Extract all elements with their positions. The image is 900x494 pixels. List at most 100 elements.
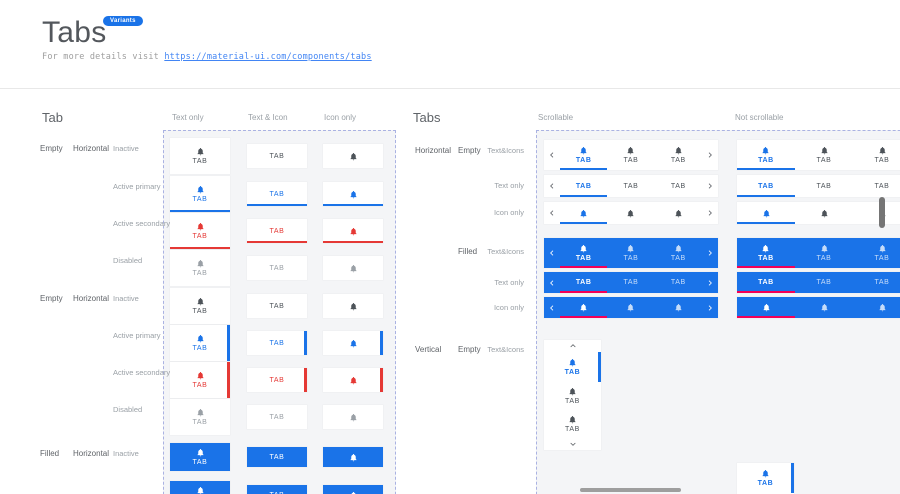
chevron-right-icon[interactable]: [706, 279, 714, 287]
tab-cell-icon[interactable]: [323, 447, 383, 467]
scroll-right-button[interactable]: [702, 175, 718, 197]
tab-item[interactable]: TAB: [737, 140, 795, 170]
tab-item[interactable]: TAB: [607, 140, 654, 170]
tab-cell-both[interactable]: TAB: [170, 325, 230, 361]
chevron-right-icon[interactable]: [706, 182, 714, 190]
vertical-scrollbar-thumb[interactable]: [879, 197, 885, 228]
scroll-right-button[interactable]: [702, 272, 718, 293]
tab-cell-both[interactable]: TAB: [170, 362, 230, 398]
tab-item[interactable]: [607, 297, 654, 318]
tab-item[interactable]: [853, 297, 900, 318]
tab-item[interactable]: [655, 297, 702, 318]
tab-item[interactable]: TAB: [607, 175, 654, 197]
tab-item[interactable]: TAB: [544, 382, 601, 410]
tab-cell-both[interactable]: TAB: [170, 250, 230, 286]
tab-item[interactable]: TAB: [795, 175, 853, 197]
tab-item[interactable]: TAB: [560, 175, 608, 197]
tab-item[interactable]: TAB: [737, 272, 795, 293]
tab-cell-both[interactable]: TAB: [170, 399, 230, 435]
tab-cell-text[interactable]: TAB: [247, 331, 307, 355]
chevron-right-icon[interactable]: [706, 151, 714, 159]
scroll-right-button[interactable]: [702, 297, 718, 318]
tab-cell-text[interactable]: TAB: [247, 144, 307, 168]
tab-item[interactable]: TAB: [560, 238, 608, 268]
chevron-left-icon[interactable]: [548, 209, 556, 217]
tab-cell-icon[interactable]: [323, 294, 383, 318]
tab-item[interactable]: TAB: [544, 410, 601, 438]
tab-cell-both[interactable]: TAB: [170, 481, 230, 494]
tab-cell-icon[interactable]: [323, 182, 383, 206]
scroll-right-button[interactable]: [702, 202, 718, 224]
chevron-left-icon[interactable]: [548, 182, 556, 190]
tab-item[interactable]: TAB: [853, 140, 900, 170]
chevron-right-icon[interactable]: [706, 304, 714, 312]
scroll-left-button[interactable]: [544, 238, 560, 268]
tab-cell-text[interactable]: TAB: [247, 182, 307, 206]
tab-item[interactable]: TAB: [795, 238, 853, 268]
scroll-left-button[interactable]: [544, 140, 560, 170]
chevron-right-icon[interactable]: [706, 249, 714, 257]
scroll-up-button[interactable]: [544, 340, 601, 352]
tab-cell-icon[interactable]: [323, 144, 383, 168]
tab-cell-text[interactable]: TAB: [247, 219, 307, 243]
tab-item[interactable]: [853, 202, 900, 224]
tab-item[interactable]: TAB: [607, 238, 654, 268]
chevron-left-icon[interactable]: [548, 279, 556, 287]
chevron-down-icon[interactable]: [569, 440, 577, 448]
chevron-up-icon[interactable]: [569, 342, 577, 350]
tab-item[interactable]: TAB: [853, 238, 900, 268]
tab-cell-icon[interactable]: [323, 331, 383, 355]
tab-item[interactable]: TAB: [737, 463, 794, 493]
tab-cell-icon[interactable]: [323, 256, 383, 280]
chevron-left-icon[interactable]: [548, 249, 556, 257]
tab-cell-both[interactable]: TAB: [170, 288, 230, 324]
tab-item[interactable]: [737, 297, 795, 318]
tab-item[interactable]: TAB: [655, 238, 702, 268]
tab-cell-icon[interactable]: [323, 219, 383, 243]
tab-cell-both[interactable]: TAB: [170, 138, 230, 174]
tab-cell-both[interactable]: TAB: [170, 176, 230, 212]
tab-item[interactable]: TAB: [795, 272, 853, 293]
tab-cell-icon[interactable]: [323, 368, 383, 392]
tab-item[interactable]: [560, 202, 608, 224]
tab-item[interactable]: TAB: [853, 175, 900, 197]
tab-item[interactable]: TAB: [560, 140, 608, 170]
tab-item[interactable]: TAB: [655, 272, 702, 293]
tab-item[interactable]: TAB: [560, 272, 608, 293]
tab-cell-text[interactable]: TAB: [247, 294, 307, 318]
tab-item[interactable]: [795, 202, 853, 224]
tab-item[interactable]: TAB: [607, 272, 654, 293]
scroll-left-button[interactable]: [544, 297, 560, 318]
tab-cell-text[interactable]: TAB: [247, 368, 307, 392]
scroll-right-button[interactable]: [702, 140, 718, 170]
tab-item[interactable]: TAB: [737, 175, 795, 197]
scroll-left-button[interactable]: [544, 175, 560, 197]
tab-cell-text[interactable]: TAB: [247, 405, 307, 429]
chevron-left-icon[interactable]: [548, 304, 556, 312]
chevron-right-icon[interactable]: [706, 209, 714, 217]
tab-item[interactable]: [655, 202, 702, 224]
scroll-right-button[interactable]: [702, 238, 718, 268]
docs-link[interactable]: https://material-ui.com/components/tabs: [164, 52, 372, 62]
chevron-left-icon[interactable]: [548, 151, 556, 159]
tab-cell-text[interactable]: TAB: [247, 447, 307, 467]
tab-cell-icon[interactable]: [323, 485, 383, 494]
horizontal-scrollbar-thumb[interactable]: [580, 488, 681, 492]
tab-item[interactable]: [560, 297, 608, 318]
scroll-left-button[interactable]: [544, 272, 560, 293]
tab-item[interactable]: TAB: [655, 175, 702, 197]
tab-item[interactable]: TAB: [544, 352, 601, 382]
tab-item[interactable]: [737, 202, 795, 224]
tab-cell-text[interactable]: TAB: [247, 485, 307, 494]
tab-item[interactable]: TAB: [737, 238, 795, 268]
tab-item[interactable]: TAB: [795, 140, 853, 170]
tab-item[interactable]: [795, 297, 853, 318]
tab-item[interactable]: TAB: [853, 272, 900, 293]
scroll-left-button[interactable]: [544, 202, 560, 224]
tab-item[interactable]: TAB: [655, 140, 702, 170]
tab-cell-icon[interactable]: [323, 405, 383, 429]
tab-item[interactable]: [607, 202, 654, 224]
scroll-down-button[interactable]: [544, 438, 601, 450]
tab-cell-both[interactable]: TAB: [170, 443, 230, 471]
tab-cell-text[interactable]: TAB: [247, 256, 307, 280]
